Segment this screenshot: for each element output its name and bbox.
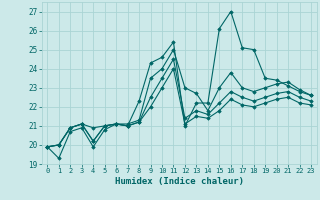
- X-axis label: Humidex (Indice chaleur): Humidex (Indice chaleur): [115, 177, 244, 186]
